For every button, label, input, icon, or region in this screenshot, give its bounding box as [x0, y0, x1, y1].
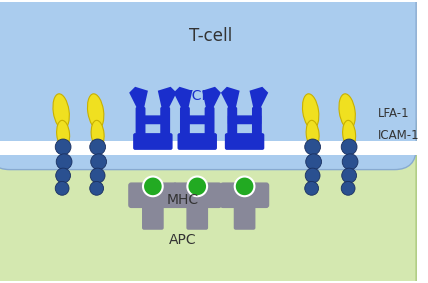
FancyBboxPatch shape [205, 107, 214, 140]
Circle shape [306, 154, 321, 170]
FancyBboxPatch shape [220, 183, 240, 208]
Text: TCR: TCR [184, 89, 211, 103]
FancyBboxPatch shape [180, 107, 190, 140]
FancyBboxPatch shape [160, 107, 170, 140]
FancyBboxPatch shape [178, 133, 217, 150]
Bar [0, 141, 422, 155]
Text: MHC: MHC [166, 193, 199, 207]
FancyBboxPatch shape [227, 107, 237, 140]
Ellipse shape [91, 120, 104, 148]
FancyBboxPatch shape [225, 133, 265, 150]
Circle shape [305, 168, 320, 183]
FancyBboxPatch shape [128, 183, 148, 208]
FancyBboxPatch shape [136, 115, 169, 124]
FancyBboxPatch shape [143, 185, 163, 206]
Circle shape [235, 177, 254, 196]
FancyBboxPatch shape [187, 185, 207, 206]
Polygon shape [174, 87, 192, 108]
FancyBboxPatch shape [133, 133, 172, 150]
Circle shape [56, 168, 71, 183]
FancyBboxPatch shape [202, 183, 222, 208]
Circle shape [187, 177, 207, 196]
Polygon shape [221, 87, 240, 108]
Circle shape [90, 181, 104, 195]
Ellipse shape [53, 94, 69, 129]
FancyBboxPatch shape [252, 107, 262, 140]
Circle shape [305, 139, 321, 155]
Circle shape [342, 154, 358, 170]
Circle shape [341, 139, 357, 155]
FancyBboxPatch shape [136, 107, 146, 140]
Circle shape [55, 139, 71, 155]
FancyBboxPatch shape [235, 185, 254, 206]
Ellipse shape [56, 120, 70, 148]
Circle shape [143, 177, 163, 196]
Ellipse shape [339, 94, 355, 129]
FancyBboxPatch shape [0, 104, 416, 283]
Text: ICAM-1: ICAM-1 [378, 128, 419, 142]
FancyBboxPatch shape [158, 183, 178, 208]
FancyBboxPatch shape [250, 183, 269, 208]
Circle shape [90, 168, 105, 183]
Polygon shape [202, 87, 221, 108]
FancyBboxPatch shape [228, 115, 262, 124]
FancyBboxPatch shape [172, 183, 192, 208]
FancyBboxPatch shape [234, 188, 256, 230]
Circle shape [341, 181, 355, 195]
Polygon shape [158, 87, 176, 108]
FancyBboxPatch shape [142, 188, 163, 230]
Circle shape [91, 154, 107, 170]
Circle shape [305, 181, 318, 195]
Polygon shape [129, 87, 148, 108]
Text: LFA-1: LFA-1 [378, 107, 409, 120]
Circle shape [90, 139, 106, 155]
FancyBboxPatch shape [181, 115, 214, 124]
Circle shape [55, 181, 69, 195]
Ellipse shape [343, 120, 356, 148]
Text: APC: APC [169, 233, 196, 246]
Text: T-cell: T-cell [190, 27, 233, 46]
Polygon shape [250, 87, 268, 108]
FancyBboxPatch shape [0, 0, 416, 170]
Circle shape [342, 168, 357, 183]
Ellipse shape [303, 94, 319, 129]
FancyBboxPatch shape [186, 188, 208, 230]
Ellipse shape [87, 94, 104, 129]
Circle shape [56, 154, 72, 170]
Ellipse shape [306, 120, 319, 148]
